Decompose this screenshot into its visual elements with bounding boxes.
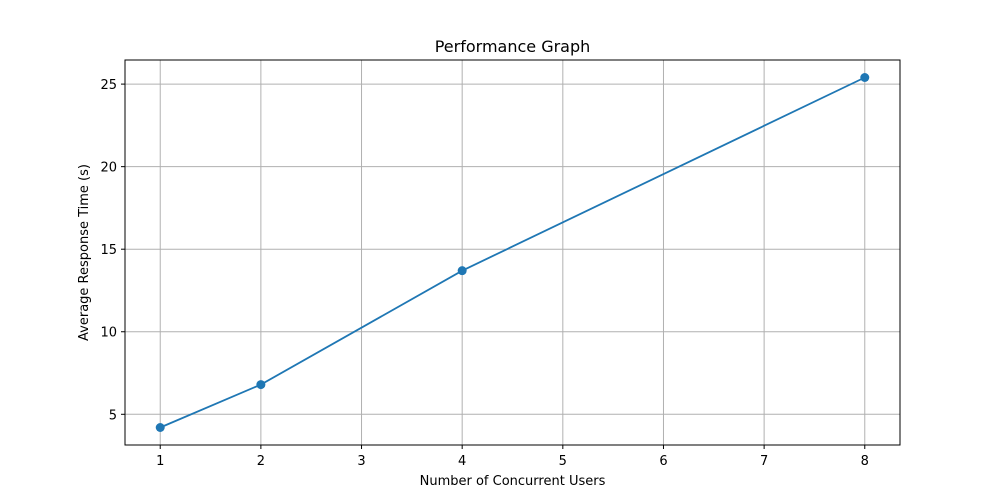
- x-tick-label: 4: [458, 454, 466, 469]
- x-tick-label: 1: [156, 454, 164, 469]
- series-layer: [156, 73, 870, 432]
- x-axis-label: Number of Concurrent Users: [420, 474, 606, 489]
- y-tick-label: 10: [100, 326, 117, 341]
- y-tick-label: 15: [100, 243, 117, 258]
- plot-frame: [125, 60, 900, 445]
- y-tick-label: 20: [100, 161, 117, 176]
- data-point: [256, 380, 265, 389]
- y-axis-label: Average Response Time (s): [77, 164, 92, 341]
- grid-layer: [125, 60, 900, 445]
- data-point: [860, 73, 869, 82]
- x-tick-label: 7: [760, 454, 768, 469]
- x-tick-label: 6: [659, 454, 667, 469]
- x-tick-label: 8: [861, 454, 869, 469]
- data-point: [156, 423, 165, 432]
- data-point: [458, 266, 467, 275]
- x-tick-label: 2: [257, 454, 265, 469]
- x-tick-label: 3: [357, 454, 365, 469]
- series-line: [160, 78, 865, 428]
- chart-title: Performance Graph: [435, 37, 591, 56]
- tick-layer: 1 2 3 4 5 6 7 8 5 10 15 20 25: [100, 78, 868, 469]
- y-tick-label: 5: [109, 408, 117, 423]
- x-tick-label: 5: [559, 454, 567, 469]
- y-tick-label: 25: [100, 78, 117, 93]
